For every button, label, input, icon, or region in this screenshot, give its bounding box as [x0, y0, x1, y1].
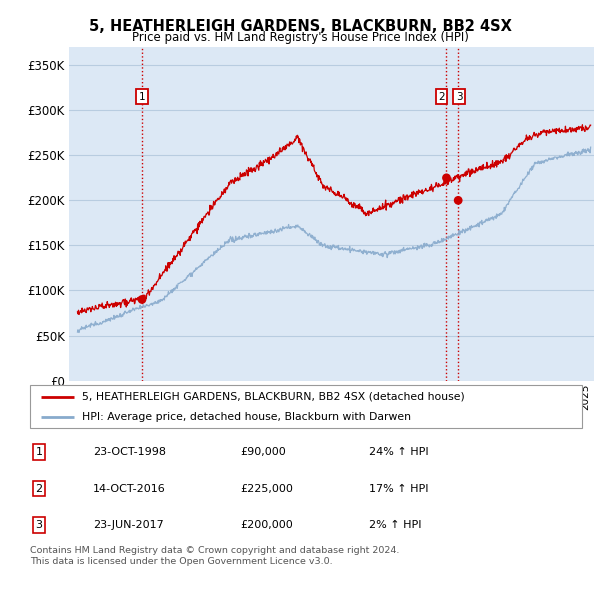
Text: £90,000: £90,000 [240, 447, 286, 457]
Point [137, 295, 147, 304]
Text: 3: 3 [35, 520, 43, 530]
FancyBboxPatch shape [30, 385, 582, 428]
Point [442, 173, 451, 182]
Text: Price paid vs. HM Land Registry's House Price Index (HPI): Price paid vs. HM Land Registry's House … [131, 31, 469, 44]
Text: 5, HEATHERLEIGH GARDENS, BLACKBURN, BB2 4SX: 5, HEATHERLEIGH GARDENS, BLACKBURN, BB2 … [89, 19, 511, 34]
Text: 2: 2 [35, 484, 43, 493]
Point [454, 196, 463, 205]
Text: 5, HEATHERLEIGH GARDENS, BLACKBURN, BB2 4SX (detached house): 5, HEATHERLEIGH GARDENS, BLACKBURN, BB2 … [82, 392, 465, 402]
Text: HPI: Average price, detached house, Blackburn with Darwen: HPI: Average price, detached house, Blac… [82, 412, 412, 422]
Text: 3: 3 [456, 92, 463, 101]
Text: 2: 2 [438, 92, 445, 101]
Text: £200,000: £200,000 [240, 520, 293, 530]
Text: 23-OCT-1998: 23-OCT-1998 [93, 447, 166, 457]
Text: 23-JUN-2017: 23-JUN-2017 [93, 520, 164, 530]
Text: Contains HM Land Registry data © Crown copyright and database right 2024.
This d: Contains HM Land Registry data © Crown c… [30, 546, 400, 566]
Text: £225,000: £225,000 [240, 484, 293, 493]
Text: 1: 1 [35, 447, 43, 457]
Text: 17% ↑ HPI: 17% ↑ HPI [369, 484, 428, 493]
Text: 2% ↑ HPI: 2% ↑ HPI [369, 520, 421, 530]
Text: 24% ↑ HPI: 24% ↑ HPI [369, 447, 428, 457]
Text: 1: 1 [139, 92, 145, 101]
Text: 14-OCT-2016: 14-OCT-2016 [93, 484, 166, 493]
